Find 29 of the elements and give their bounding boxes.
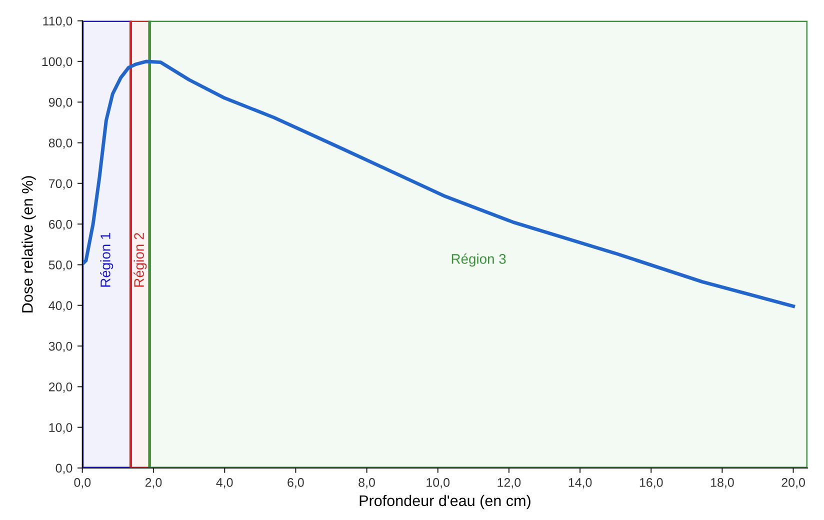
y-tick-label: 10,0 — [49, 423, 72, 434]
band-label: Région 1 — [100, 232, 114, 287]
x-tick-label: 20,0 — [782, 478, 805, 488]
line-series — [82, 60, 796, 308]
y-tick-label: 70,0 — [48, 179, 72, 190]
y-tick-label: 100,0 — [42, 57, 72, 68]
x-tick-label: 2,0 — [145, 478, 162, 488]
x-tick-label: 18,0 — [711, 478, 734, 488]
y-axis-title: Dose relative (en %) — [22, 176, 36, 312]
y-tick-label: 110,0 — [43, 16, 72, 27]
y-tick-label: 40,0 — [48, 301, 72, 312]
x-tick-label: 14,0 — [568, 478, 592, 488]
x-tick-label: 8,0 — [358, 478, 375, 488]
x-tick-label: 12,0 — [498, 478, 521, 488]
x-tick-label: 0,0 — [74, 478, 91, 488]
y-tick-label: 50,0 — [48, 260, 72, 271]
y-tick-label: 0,0 — [56, 464, 72, 474]
x-tick-label: 16,0 — [640, 478, 663, 488]
x-axis-title: Profondeur d'eau (en cm) — [360, 494, 530, 510]
y-tick-label: 30,0 — [48, 342, 72, 352]
y-tick-label: 80,0 — [48, 138, 72, 149]
y-tick-label: 90,0 — [48, 98, 72, 108]
x-tick-label: 10,0 — [426, 478, 450, 488]
x-tick-label: 4,0 — [216, 478, 233, 488]
x-tick-label: 6,0 — [288, 478, 304, 488]
band-label: Région 2 — [134, 232, 147, 287]
y-tick-label: 60,0 — [48, 220, 72, 230]
band-label: Région 3 — [452, 253, 506, 267]
y-tick-label: 20,0 — [48, 382, 72, 393]
